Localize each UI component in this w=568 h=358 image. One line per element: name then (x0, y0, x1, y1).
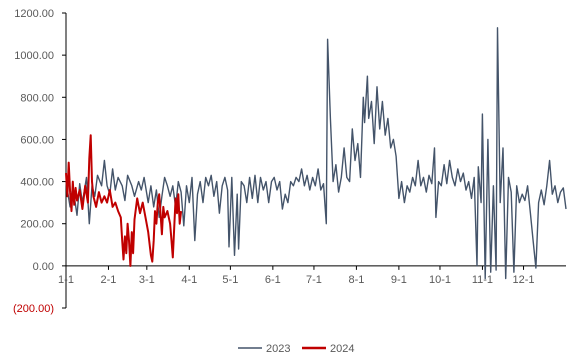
x-axis: 1-1 2-1 3-1 4-1 5-1 6-1 7-1 8-1 9-1 10-1 11-1 12-1 (58, 265, 566, 286)
x-tick-label: 11-1 (472, 274, 493, 286)
y-tick-label: 400.00 (20, 177, 54, 189)
plot-area (65, 27, 567, 280)
legend: 2023 2024 (238, 343, 354, 355)
x-tick-label: 9-1 (391, 274, 407, 286)
y-tick-label: 0.00 (33, 261, 54, 273)
x-tick-label: 3-1 (139, 274, 155, 286)
x-tick-label: 10-1 (429, 274, 451, 286)
x-tick-label: 7-1 (306, 274, 322, 286)
y-axis: 1200.00 1000.00 800.00 600.00 400.00 200.00 0.… (13, 8, 67, 315)
y-tick-label: 800.00 (20, 92, 54, 104)
y-tick-label: 1000.00 (14, 50, 54, 62)
y-tick-label: 200.00 (20, 219, 54, 231)
y-tick-label: 1200.00 (14, 8, 54, 20)
legend-label-2023: 2023 (266, 343, 290, 355)
series-line-2024 (65, 134, 183, 267)
y-tick-label: (200.00) (13, 303, 54, 315)
x-tick-label: 5-1 (222, 274, 238, 286)
x-tick-label: 1-1 (58, 274, 74, 286)
x-tick-label: 8-1 (348, 274, 364, 286)
x-tick-label: 2-1 (101, 274, 117, 286)
x-tick-label: 12-1 (513, 274, 535, 286)
x-tick-label: 6-1 (265, 274, 281, 286)
y-tick-label: 600.00 (20, 134, 54, 146)
legend-label-2024: 2024 (330, 343, 354, 355)
series-line-2023 (65, 27, 567, 280)
x-tick-label: 4-1 (181, 274, 197, 286)
